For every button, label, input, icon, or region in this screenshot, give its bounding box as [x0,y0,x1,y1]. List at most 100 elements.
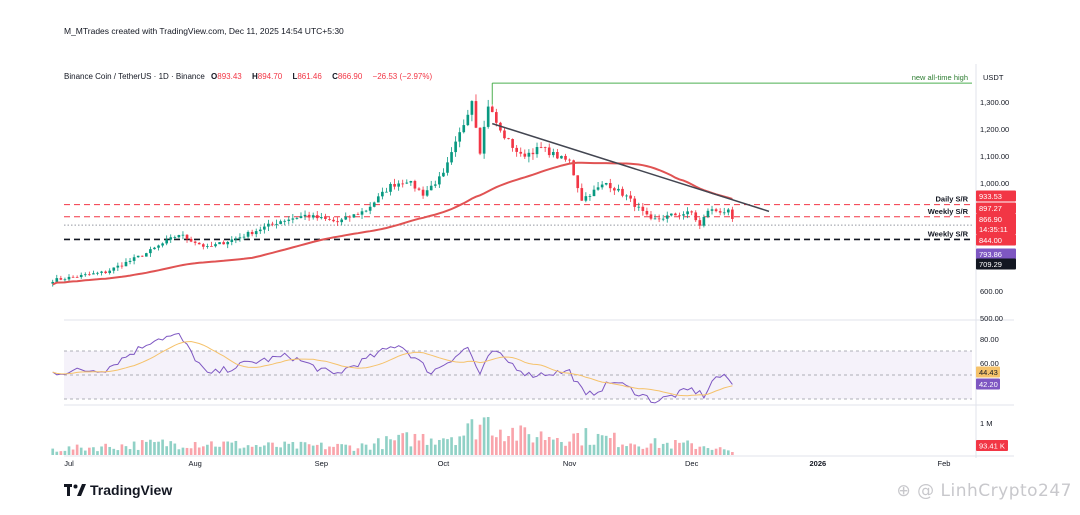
candle-body [670,213,673,216]
volume-bar [59,451,63,455]
volume-bar [503,441,506,455]
price-tick-label: 600.00 [980,287,1003,296]
candle-body [364,210,368,212]
tradingview-brand[interactable]: TradingView [64,482,172,498]
price-badge-label: 14:35:11 [979,225,1008,234]
volume-bar [389,439,392,455]
volume-bar [120,444,124,455]
price-badge [976,190,1016,202]
volume-bar [486,417,490,455]
candle-body [625,195,628,197]
candle-body [295,217,299,219]
volume-bar [201,446,205,455]
candle-body [421,189,425,196]
candle-body [55,278,59,282]
candle-body [51,281,55,284]
volume-bar [694,448,698,455]
volume-bar [181,447,185,455]
price-tick-label: 1,300.00 [980,98,1009,107]
trendline [492,122,770,213]
volume-bar [600,435,604,455]
volume-bar [246,445,250,455]
volume-bar [515,440,518,455]
time-tick-label: Dec [685,459,699,468]
volume-bar [193,442,197,455]
candle-body [149,249,152,254]
volume-bar [92,447,95,455]
rsi-tick-label: 80.00 [980,335,999,344]
volume-bar [470,419,474,455]
time-tick-label: Oct [438,459,451,468]
volume-bar [206,444,209,455]
volume-bar [189,448,193,455]
price-badge-label: 709.29 [979,260,1002,269]
volume-bar [169,441,173,455]
volume-bar [96,451,99,455]
candle-body [417,188,421,190]
rsi-ma-line [52,340,733,397]
volume-bar [442,438,445,455]
candle-body [185,234,189,239]
candle-body [556,151,559,159]
level-label: Weekly S/R [928,229,969,238]
candle-body [332,219,335,222]
candle-body [136,255,140,258]
candle-body [397,183,400,187]
candle-body [486,106,490,127]
volume-bar [531,442,535,455]
volume-bar [307,444,311,455]
volume-bar [393,440,396,455]
volume-bar [51,448,55,455]
candle-body [79,274,83,278]
candle-body [140,255,144,257]
candle-body [568,159,571,161]
candle-body [165,239,168,244]
volume-bar [409,446,413,455]
volume-bar [63,450,67,455]
candle-body [96,272,99,274]
candle-body [702,216,706,226]
volume-bar [55,451,59,455]
price-badge [976,248,1016,260]
volume-bar [478,424,482,455]
candle-body [344,216,348,220]
level-label: new all-time high [912,73,968,82]
candle-body [283,220,287,222]
price-badge-label: 866.90 [979,215,1002,224]
volume-bar [523,427,527,455]
volume-bar [88,447,91,455]
volume-bar [633,444,637,455]
volume-bar [376,438,380,455]
volume-bar [67,446,71,455]
ohlc-high: H894.70 [251,72,283,81]
candle-body [328,218,331,220]
candle-body [710,209,714,211]
volume-bar [678,442,681,455]
candle-body [409,181,413,183]
candle-body [393,183,396,187]
candle-body [145,253,148,257]
volume-bar [731,452,734,455]
candle-body [161,243,164,246]
candle-body [665,215,669,219]
candle-body [189,238,193,242]
volume-bar [108,446,112,455]
price-tick-label: 1,000.00 [980,179,1009,188]
candle-body [433,184,437,186]
volume-bar [588,444,592,455]
tradingview-logo-icon [64,484,86,496]
volume-bar [177,449,181,455]
volume-bar [450,437,453,455]
volume-bar [698,446,702,455]
volume-bar [372,443,376,455]
volume-bar [157,441,160,455]
volume-bar [596,433,600,455]
candle-body [503,130,506,139]
candle-body [250,231,254,235]
candle-body [279,221,282,224]
candle-body [535,147,539,155]
candle-body [299,216,303,218]
time-tick-label: Jul [64,459,74,468]
candle-body [722,212,726,214]
